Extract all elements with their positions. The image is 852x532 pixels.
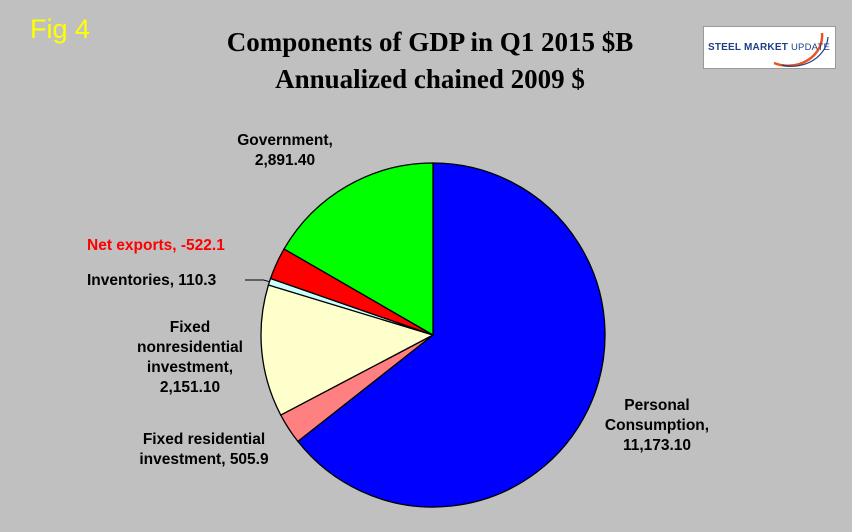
- pie-leader-lines: [245, 279, 270, 283]
- leader-line-inventories: [245, 279, 270, 283]
- pie-label-net-exports: Net exports, -522.1: [87, 237, 225, 254]
- logo-text-bold: STEEL MARKET: [708, 42, 788, 53]
- chart-title-line-2: Annualized chained 2009 $: [275, 64, 585, 94]
- pie-slice-fixed-nonresidential-investment: [260, 284, 435, 416]
- pie-label-government: Government, 2,891.40: [237, 132, 333, 169]
- chart-title: Components of GDP in Q1 2015 $B Annualiz…: [170, 24, 690, 98]
- pie-slice-personal-consumption: [296, 162, 606, 508]
- pie-label-fixed-nonresidential-investment: Fixed nonresidential investment, 2,151.10: [137, 319, 243, 396]
- logo-text-light: UPDATE: [790, 42, 831, 53]
- pie-labels: Personal Consumption, 11,173.10 Fixed resid…: [87, 132, 709, 468]
- pie-label-inventories: Inventories, 110.3: [87, 272, 217, 289]
- pie-slices: [260, 162, 606, 508]
- pie-label-fixed-residential-investment: Fixed residential investment, 505.9: [139, 431, 269, 468]
- steel-market-update-logo: STEEL MARKET UPDATE: [703, 26, 836, 69]
- pie-slice-government: [283, 162, 434, 337]
- logo-swoosh-icon: [773, 32, 829, 67]
- figure-number-label: Fig 4: [30, 14, 91, 44]
- logo-text: STEEL MARKET UPDATE: [708, 42, 830, 53]
- pie-label-personal-consumption: Personal Consumption, 11,173.10: [605, 397, 709, 454]
- chart-title-line-1: Components of GDP in Q1 2015 $B: [226, 27, 634, 57]
